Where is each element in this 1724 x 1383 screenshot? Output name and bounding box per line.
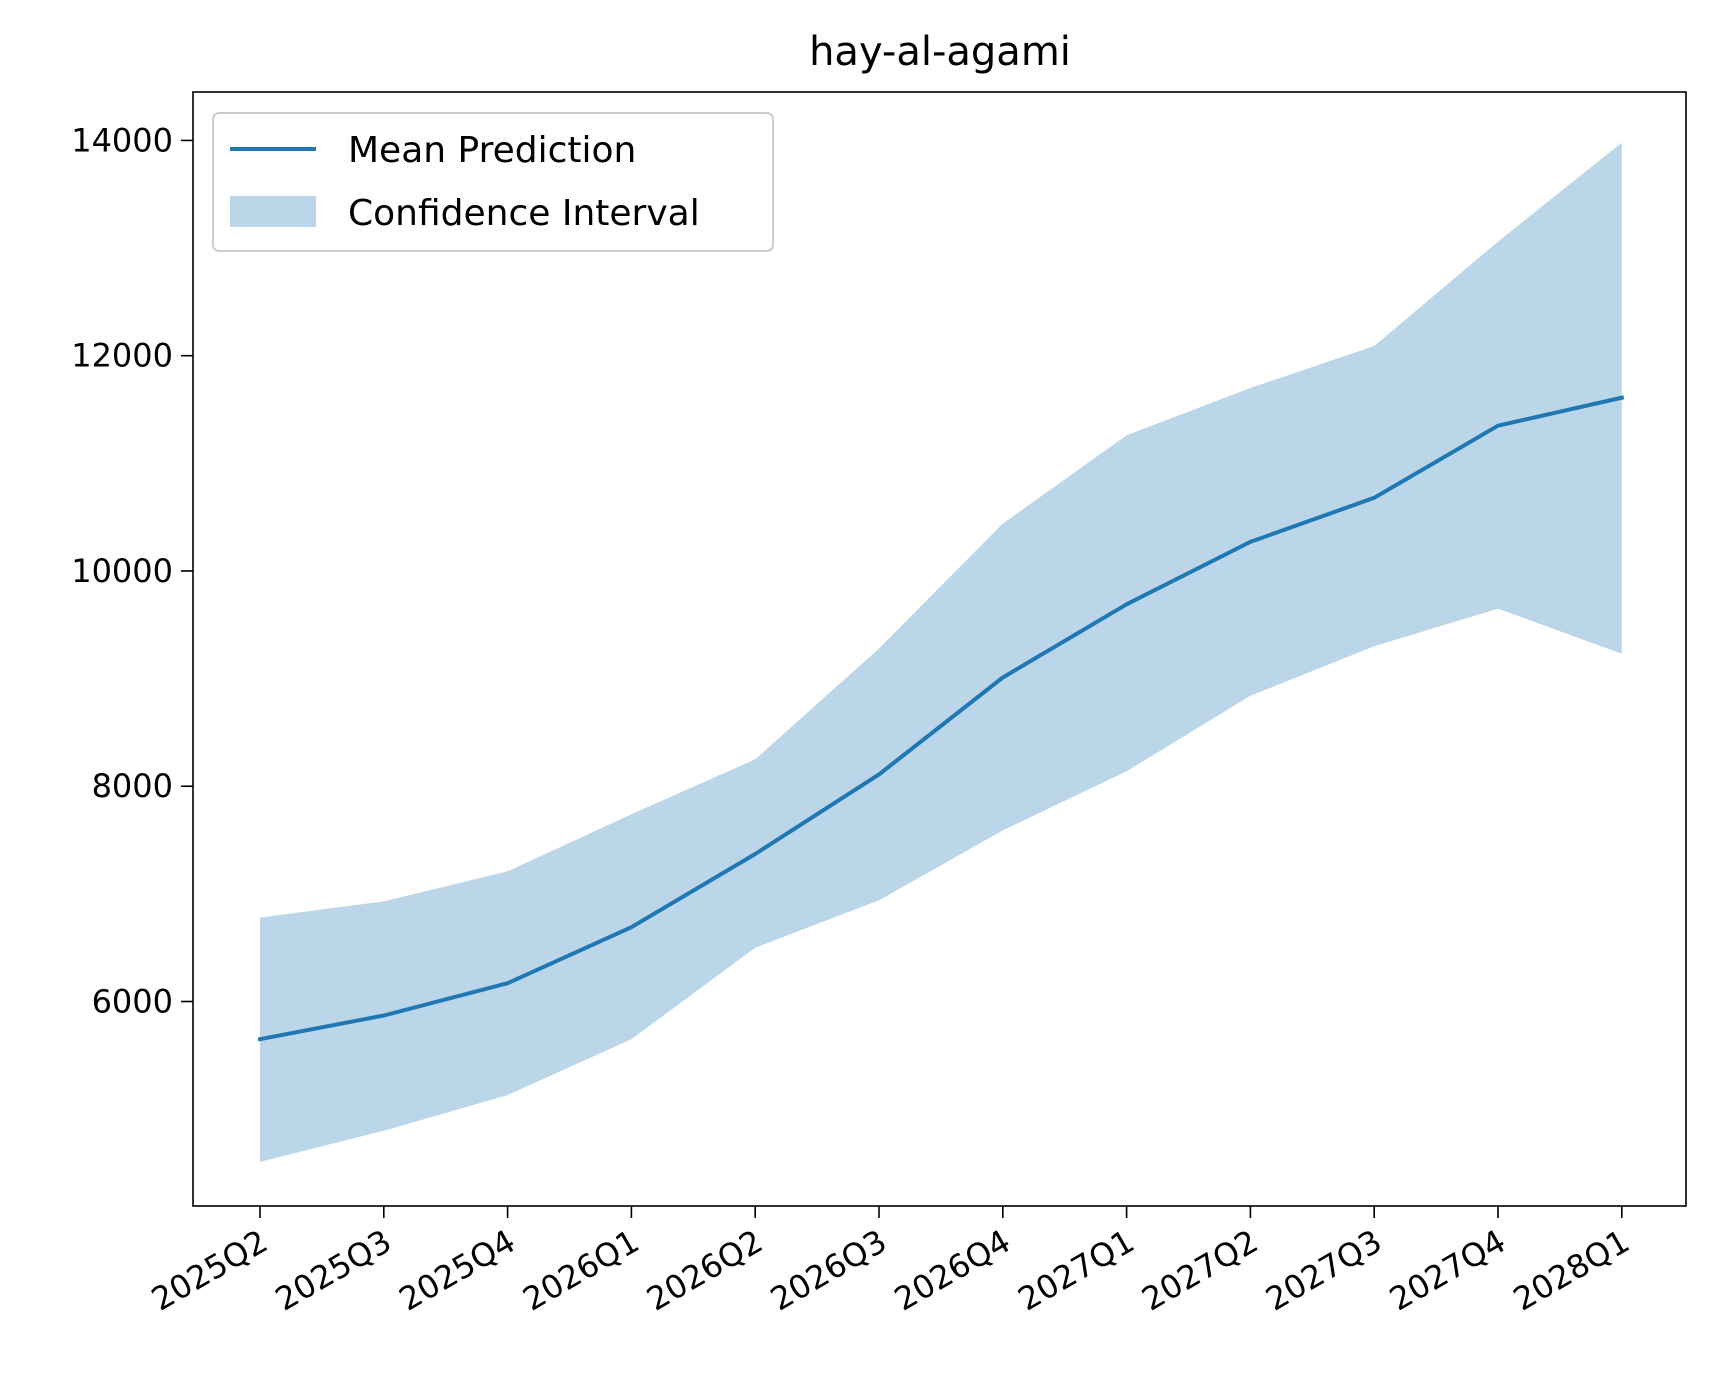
y-tick-label: 14000 [71,121,173,159]
legend-confidence-label: Confidence Interval [348,193,700,234]
chart-title: hay-al-agami [809,29,1071,75]
legend-mean-label: Mean Prediction [348,130,636,171]
y-tick-label: 8000 [92,767,173,805]
y-tick-label: 12000 [71,337,173,375]
legend: Mean Prediction Confidence Interval [213,113,773,251]
legend-confidence-swatch [230,196,316,227]
y-tick-label: 6000 [92,982,173,1020]
y-tick-label: 10000 [71,552,173,590]
